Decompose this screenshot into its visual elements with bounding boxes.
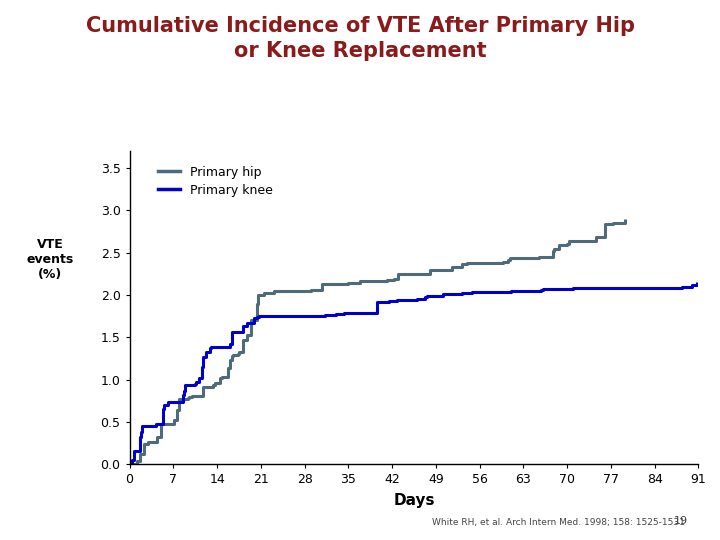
Text: VTE
events
(%): VTE events (%) [27,238,74,281]
Legend: Primary hip, Primary knee: Primary hip, Primary knee [153,160,279,201]
Text: White RH, et al. Arch Intern Med. 1998; 158: 1525-1531: White RH, et al. Arch Intern Med. 1998; … [432,517,685,526]
X-axis label: Days: Days [393,492,435,508]
Text: 19: 19 [673,516,688,526]
Text: Cumulative Incidence of VTE After Primary Hip
or Knee Replacement: Cumulative Incidence of VTE After Primar… [86,16,634,61]
